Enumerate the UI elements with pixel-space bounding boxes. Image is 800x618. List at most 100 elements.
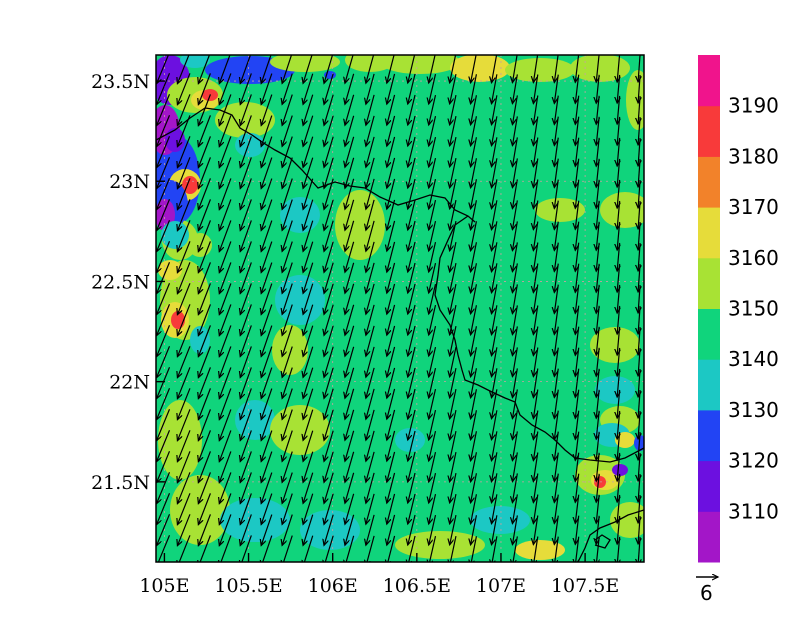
wind-arrow (492, 74, 498, 103)
wind-arrow (471, 515, 478, 545)
wind-arrow (554, 179, 559, 209)
wind-arrow (156, 136, 171, 167)
wind-arrow (324, 73, 334, 105)
wind-arrow (512, 284, 518, 313)
wind-arrow (324, 451, 334, 483)
wind-arrow (617, 389, 619, 418)
wind-arrow (450, 74, 457, 104)
x-tick-label: 105E (139, 575, 189, 597)
wind-arrow (408, 157, 416, 188)
wind-arrow (177, 304, 191, 335)
wind-arrow (638, 55, 640, 82)
wind-arrow (617, 515, 619, 544)
wind-arrow (303, 451, 314, 483)
wind-arrow (617, 536, 619, 562)
wind-arrow (324, 367, 334, 399)
colorbar: 3110 3120 3130 3140 3150 3160 3170 3180 3190 (698, 55, 779, 563)
wind-arrow (387, 325, 396, 356)
wind-arrow (575, 200, 580, 230)
contour-blob (272, 325, 308, 375)
wind-arrow (219, 493, 232, 524)
wind-arrow (492, 242, 498, 271)
wind-arrow (429, 94, 437, 125)
wind-arrow (617, 242, 619, 271)
wind-arrow (596, 221, 599, 250)
wind-arrow (492, 200, 498, 229)
colorbar-swatch (698, 460, 720, 512)
wind-arrow (596, 347, 599, 376)
wind-arrow (324, 514, 334, 546)
wind-arrow (282, 220, 293, 252)
wind-arrow (156, 94, 171, 125)
wind-arrow (408, 493, 416, 524)
wind-arrow (303, 514, 314, 546)
wind-arrow (345, 304, 355, 335)
wind-arrow (156, 304, 171, 335)
wind-arrow (261, 220, 273, 252)
wind-arrow (240, 115, 252, 146)
wind-arrow (554, 284, 559, 314)
wind-arrow (596, 95, 599, 124)
wind-vectors (156, 55, 641, 562)
wind-arrow (282, 346, 293, 378)
wind-arrow (261, 493, 273, 525)
wind-arrow (219, 430, 232, 461)
wind-arrow (638, 410, 640, 439)
wind-arrow (177, 94, 191, 125)
wind-arrow (596, 116, 599, 145)
wind-arrow (219, 55, 231, 83)
wind-arrow (429, 178, 437, 209)
reference-vector-label: 6 (700, 581, 713, 605)
wind-arrow (282, 451, 293, 483)
wind-arrow (366, 346, 375, 377)
wind-arrow (554, 158, 559, 188)
wind-arrow (512, 431, 518, 460)
wind-arrow (554, 305, 559, 335)
wind-arrow (617, 95, 619, 124)
wind-arrow (429, 325, 437, 356)
wind-arrow (240, 325, 252, 356)
wind-arrow (366, 325, 375, 356)
wind-arrow (533, 326, 539, 356)
wind-arrow (429, 514, 437, 545)
wind-arrow (492, 116, 498, 145)
wind-arrow (471, 410, 478, 440)
wind-arrow (617, 116, 619, 145)
wind-arrow (198, 157, 211, 188)
wind-arrow (638, 431, 640, 460)
wind-arrow (512, 389, 518, 418)
colorbar-swatch (698, 156, 720, 208)
wind-arrow (177, 157, 191, 188)
wind-arrow (575, 263, 580, 293)
contour-blob (600, 192, 644, 228)
wind-arrow (450, 95, 457, 125)
wind-arrow (156, 220, 171, 251)
contour-blob (470, 506, 530, 534)
wind-arrow (345, 241, 355, 272)
wind-arrow (324, 472, 334, 504)
wind-arrow (408, 262, 416, 293)
wind-arrow (261, 262, 273, 294)
wind-arrow (554, 536, 559, 562)
wind-arrow (177, 472, 191, 503)
wind-arrow (408, 220, 416, 251)
wind-arrow (596, 305, 599, 334)
wind-arrow (156, 325, 171, 356)
wind-arrow (533, 263, 539, 293)
wind-arrow (177, 73, 191, 104)
wind-arrow (638, 242, 640, 271)
wind-arrow (596, 536, 599, 562)
wind-arrow (366, 73, 375, 104)
wind-arrow (450, 326, 457, 356)
wind-arrow (492, 55, 498, 82)
wind-arrow (345, 262, 355, 293)
wind-arrow (575, 326, 580, 356)
wind-arrow (282, 304, 293, 336)
wind-arrow (282, 55, 293, 84)
wind-arrow (617, 74, 619, 103)
wind-arrow (512, 200, 518, 229)
wind-arrow (198, 199, 211, 230)
wind-arrow (261, 241, 273, 273)
wind-arrow (240, 73, 252, 104)
wind-arrow (429, 220, 437, 251)
